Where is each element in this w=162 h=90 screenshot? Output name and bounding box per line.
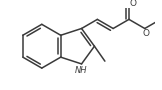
Text: O: O	[129, 0, 136, 8]
Text: O: O	[142, 29, 149, 38]
Text: NH: NH	[74, 66, 87, 75]
